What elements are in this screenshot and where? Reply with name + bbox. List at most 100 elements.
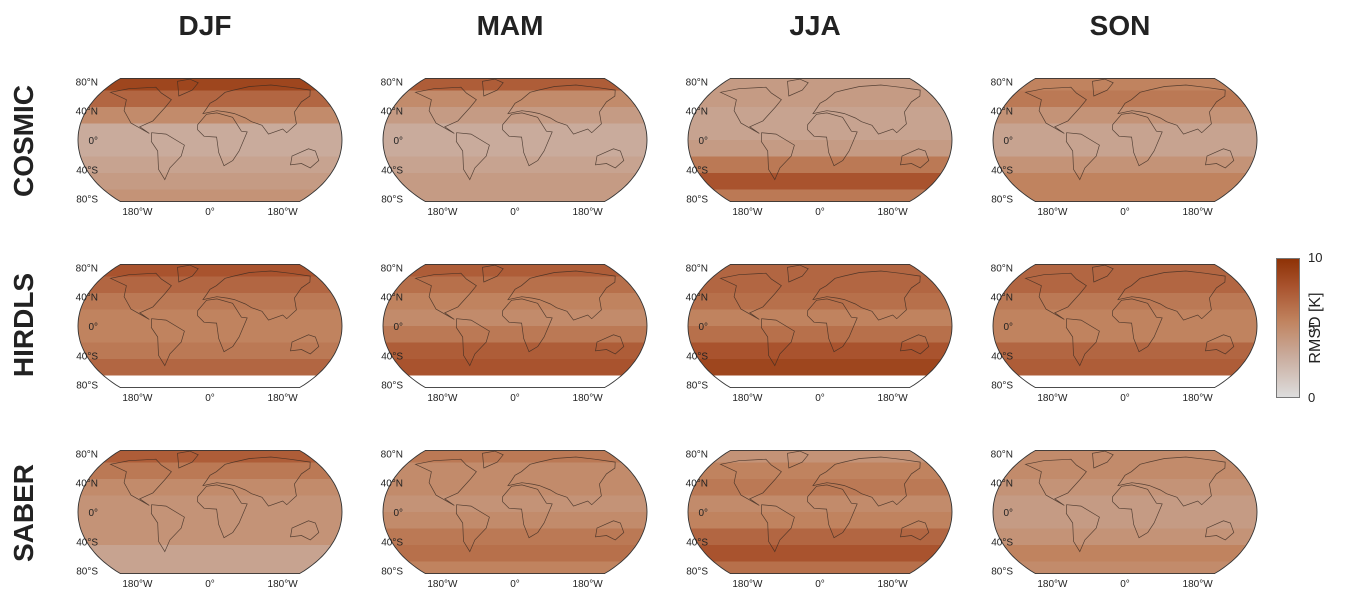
lon-label: 0° (205, 207, 215, 216)
coastline (177, 78, 199, 97)
coastline (787, 450, 809, 469)
rmsd-lat-band (993, 309, 1257, 327)
map-panel-hirdls-mam: 80°N 40°N 0° 40°S 80°S 180°W 0° 180°W (365, 252, 665, 402)
coastline (502, 484, 553, 539)
coastline (414, 86, 477, 134)
lon-label: 0° (1120, 579, 1130, 588)
rmsd-lat-band (383, 528, 647, 546)
coastline (1065, 318, 1100, 367)
lon-label: 180°W (122, 579, 153, 588)
row-title-hirdls: HIRDLS (8, 272, 40, 378)
rmsd-lat-band (688, 140, 952, 158)
column-title-son: SON (1089, 10, 1151, 41)
rmsd-lat-band (688, 462, 952, 480)
coastline (290, 334, 320, 355)
rmsd-lat-band (78, 326, 342, 344)
rmsd-lat-band (688, 293, 952, 311)
lat-label: 80°N (381, 449, 403, 460)
rmsd-lat-band (383, 450, 647, 464)
coastline (482, 450, 504, 469)
coastline (760, 318, 795, 367)
rmsd-lat-band (383, 123, 647, 141)
lat-label: 40°S (991, 537, 1013, 548)
lat-label: 80°N (76, 449, 98, 460)
coastline (900, 148, 930, 169)
coastline (150, 504, 185, 553)
rmsd-lat-band (688, 561, 952, 574)
lat-label: 80°S (991, 567, 1013, 578)
lon-label: 0° (815, 579, 825, 588)
rmsd-lat-band (688, 359, 952, 377)
lon-label: 180°W (1037, 579, 1068, 588)
rmsd-lat-band (688, 326, 952, 344)
map-panel-saber-son: 80°N 40°N 0° 40°S 80°S 180°W 0° 180°W (975, 438, 1275, 588)
colorbar-tick-mid: 5 (1308, 320, 1316, 335)
rmsd-lat-band (78, 462, 342, 480)
lon-label: 0° (815, 207, 825, 216)
coastline (507, 84, 616, 135)
rmsd-lat-band (993, 495, 1257, 513)
lon-label: 180°W (573, 579, 604, 588)
lat-label: 80°S (686, 381, 708, 392)
rmsd-lat-band (688, 528, 952, 546)
rmsd-lat-band (78, 450, 342, 464)
map-frame (382, 263, 648, 389)
rmsd-lat-band (383, 107, 647, 125)
map-frame (992, 449, 1258, 575)
lat-label: 80°S (991, 195, 1013, 206)
lat-label: 40°N (381, 107, 403, 118)
lat-label: 80°N (381, 263, 403, 274)
rmsd-lat-band (688, 189, 952, 202)
coastline (1092, 264, 1114, 283)
coastline (150, 318, 185, 367)
map-frame (77, 449, 343, 575)
lon-label: 0° (510, 579, 520, 588)
lon-label: 0° (510, 393, 520, 402)
rmsd-lat-band (78, 123, 342, 141)
rmsd-lat-band (993, 512, 1257, 530)
lat-label: 80°S (991, 381, 1013, 392)
lon-label: 180°W (1183, 579, 1214, 588)
coastline (507, 270, 616, 321)
lon-label: 180°W (732, 393, 763, 402)
coastline (1205, 520, 1235, 541)
coastline (1065, 132, 1100, 181)
lat-label: 40°S (381, 165, 403, 176)
rmsd-lat-band (993, 561, 1257, 574)
rmsd-lat-band (383, 462, 647, 480)
lat-label: 80°S (76, 195, 98, 206)
lat-label: 80°N (686, 263, 708, 274)
lat-label: 80°S (76, 567, 98, 578)
lat-label: 40°S (76, 165, 98, 176)
coastline (197, 484, 248, 539)
lon-label: 0° (1120, 207, 1130, 216)
coastline (1205, 148, 1235, 169)
lat-label: 80°N (991, 263, 1013, 274)
coastline (202, 456, 311, 507)
column-title-djf: DJF (178, 10, 232, 41)
rmsd-lat-band (383, 375, 647, 388)
lon-label: 180°W (1183, 207, 1214, 216)
map-panel-cosmic-jja: 80°N 40°N 0° 40°S 80°S 180°W 0° 180°W (670, 66, 970, 216)
map-panel-saber-djf: 80°N 40°N 0° 40°S 80°S 180°W 0° 180°W (60, 438, 360, 588)
coastline (290, 148, 320, 169)
coastline (202, 84, 311, 135)
rmsd-lat-band (688, 375, 952, 388)
rmsd-lat-band (688, 512, 952, 530)
rmsd-lat-band (383, 293, 647, 311)
rmsd-lat-band (78, 173, 342, 191)
coastline (1117, 84, 1226, 135)
rmsd-lat-band (993, 189, 1257, 202)
map-panel-saber-mam: 80°N 40°N 0° 40°S 80°S 180°W 0° 180°W (365, 438, 665, 588)
lat-label: 0° (698, 322, 708, 333)
lat-label: 80°N (76, 77, 98, 88)
rmsd-lat-band (993, 375, 1257, 388)
coastline (787, 78, 809, 97)
coastline (502, 298, 553, 353)
coastline (197, 298, 248, 353)
rmsd-lat-band (993, 264, 1257, 278)
lat-label: 0° (88, 322, 98, 333)
coastline (900, 334, 930, 355)
lat-label: 80°S (76, 381, 98, 392)
coastline (455, 504, 490, 553)
